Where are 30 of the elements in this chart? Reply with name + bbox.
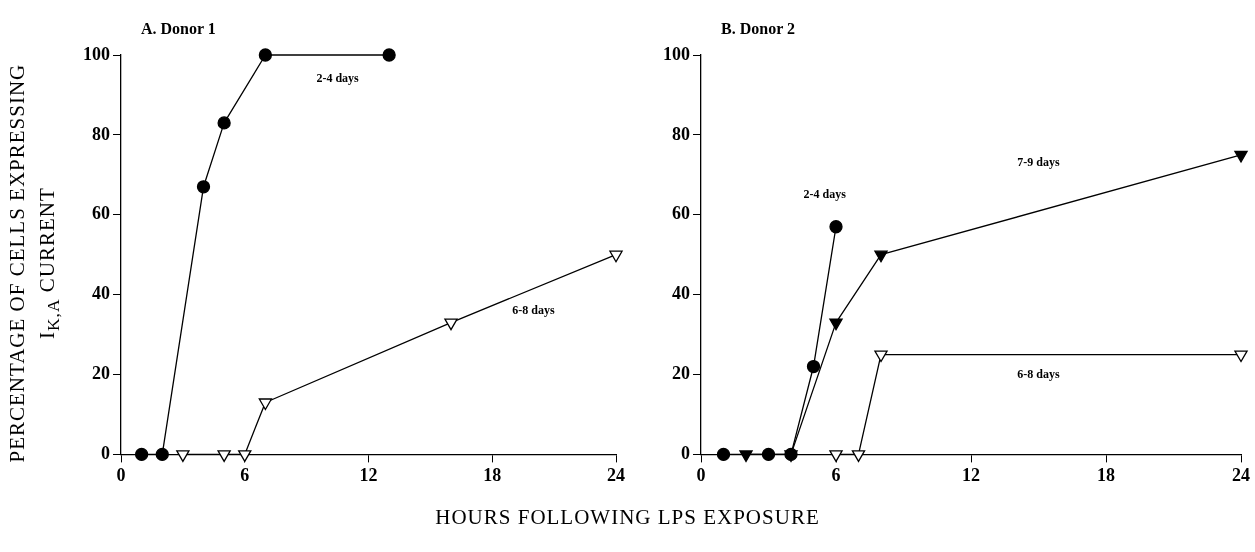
chart-title: A. Donor 1 xyxy=(141,20,216,38)
y-tick-label: 20 xyxy=(92,363,110,384)
x-tick-label: 6 xyxy=(831,464,841,485)
series-label: 6-8 days xyxy=(512,302,555,317)
series-label: 2-4 days xyxy=(803,186,847,201)
y-tick-label: 60 xyxy=(92,203,110,224)
y-tick-label: 20 xyxy=(672,363,690,384)
x-tick-label: 12 xyxy=(359,464,378,485)
y-tick-label: 0 xyxy=(681,443,690,464)
x-tick-label: 6 xyxy=(240,464,250,485)
x-tick-label: 24 xyxy=(1232,464,1250,485)
y-tick-label: 0 xyxy=(101,443,110,464)
y-tick-label: 100 xyxy=(83,43,110,64)
y-tick-label: 100 xyxy=(663,43,690,64)
y-tick-label: 80 xyxy=(672,123,690,144)
chart-title: B. Donor 2 xyxy=(721,20,795,38)
x-tick-label: 18 xyxy=(483,464,502,485)
x-tick-label: 24 xyxy=(607,464,625,485)
y-tick-label: 80 xyxy=(92,123,110,144)
text: 7-9 days xyxy=(1017,154,1060,169)
series-label: 6-8 days xyxy=(1017,366,1060,381)
x-tick-label: 0 xyxy=(696,464,706,485)
y-tick-label: 40 xyxy=(92,283,110,304)
y-tick-label: 40 xyxy=(672,283,690,304)
y-tick-label: 60 xyxy=(672,203,690,224)
x-tick-label: 12 xyxy=(962,464,980,485)
series-label: 2-4 days xyxy=(316,71,360,86)
x-axis-title: HOURS FOLLOWING LPS EXPOSURE xyxy=(434,505,821,530)
x-tick-label: 0 xyxy=(116,464,126,485)
x-tick-label: 18 xyxy=(1097,464,1115,485)
